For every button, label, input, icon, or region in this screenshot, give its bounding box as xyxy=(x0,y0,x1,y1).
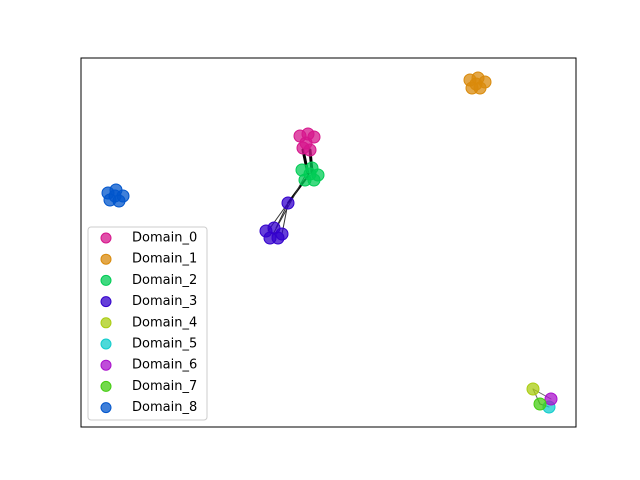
point xyxy=(299,136,313,150)
legend-label: Domain_7 xyxy=(132,379,197,394)
legend-marker xyxy=(100,296,112,308)
plot-frame xyxy=(80,57,577,428)
point xyxy=(526,382,540,396)
legend-label: Domain_0 xyxy=(132,231,197,246)
point xyxy=(303,167,317,181)
legend-box xyxy=(87,226,208,421)
point xyxy=(108,189,122,203)
legend-label: Domain_2 xyxy=(132,273,197,288)
point xyxy=(544,392,558,406)
legend-marker xyxy=(100,402,112,414)
legend-marker xyxy=(100,380,112,392)
legend-label: Domain_8 xyxy=(132,400,197,415)
legend-label: Domain_1 xyxy=(132,252,197,267)
legend-marker xyxy=(100,232,112,244)
legend: Domain_0 Domain_1 Domain_2 Domain_3 Domain_4… xyxy=(100,231,197,415)
legend-label: Domain_3 xyxy=(132,294,197,309)
legend-marker xyxy=(100,253,112,265)
point xyxy=(281,196,295,210)
legend-label: Domain_4 xyxy=(132,315,197,330)
legend-marker xyxy=(100,274,112,286)
legend-marker xyxy=(100,359,112,371)
legend-marker xyxy=(100,338,112,350)
point xyxy=(469,77,483,91)
legend-label: Domain_5 xyxy=(132,337,197,352)
point xyxy=(533,397,547,411)
legend-marker xyxy=(100,317,112,329)
points xyxy=(101,71,558,414)
legend-label: Domain_6 xyxy=(132,358,197,373)
point xyxy=(271,231,285,245)
